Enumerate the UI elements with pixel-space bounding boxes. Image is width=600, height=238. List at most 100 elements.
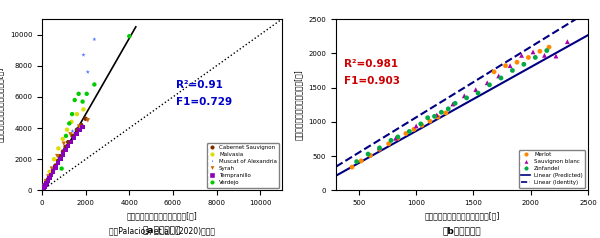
- Point: [66, 140, 76, 144]
- Point: [363, 152, 373, 156]
- Point: [41, 183, 50, 187]
- Point: [65, 132, 75, 136]
- Point: [375, 146, 385, 150]
- Point: [375, 147, 385, 151]
- Point: [74, 92, 83, 96]
- Point: [41, 179, 51, 183]
- Point: [432, 113, 442, 117]
- Point: [53, 161, 62, 165]
- Point: [391, 136, 400, 140]
- Point: [124, 34, 134, 38]
- Text: （Palacios, et al. (2020)より）: （Palacios, et al. (2020)より）: [109, 226, 215, 235]
- Point: [501, 64, 511, 68]
- Point: [412, 124, 421, 128]
- Point: [352, 160, 361, 164]
- Point: [59, 142, 68, 146]
- Point: [45, 170, 55, 174]
- Point: [38, 187, 47, 191]
- Point: [68, 129, 77, 133]
- Point: [437, 110, 446, 114]
- Point: [61, 145, 70, 149]
- Point: [460, 94, 469, 98]
- Point: [356, 159, 366, 163]
- Point: [43, 179, 53, 183]
- Point: [471, 88, 481, 92]
- Point: [489, 70, 499, 74]
- Point: [69, 136, 79, 140]
- Point: [508, 69, 517, 72]
- Point: [347, 165, 357, 169]
- Point: [544, 45, 554, 49]
- Point: [72, 132, 82, 136]
- Point: [409, 128, 419, 131]
- Point: [40, 185, 49, 188]
- Point: [56, 157, 65, 161]
- Point: [542, 49, 551, 52]
- Point: [482, 81, 492, 85]
- Legend: Merlot, Sauvignon blanc, Zinfandel, Linear (Predicted), Linear (Identity): Merlot, Sauvignon blanc, Zinfandel, Line…: [519, 149, 585, 188]
- Text: R²=0.981: R²=0.981: [344, 59, 398, 69]
- Point: [58, 153, 68, 156]
- Point: [47, 171, 56, 175]
- X-axis label: 花序ごとに推定された花の数[個]: 花序ごとに推定された花の数[個]: [127, 212, 197, 221]
- Point: [425, 119, 435, 123]
- Point: [441, 111, 451, 115]
- Point: [494, 74, 503, 78]
- Point: [365, 154, 375, 157]
- Point: [535, 49, 545, 53]
- Point: [551, 54, 561, 58]
- Point: [75, 128, 85, 132]
- Point: [451, 101, 460, 105]
- Point: [52, 154, 62, 158]
- Point: [67, 112, 77, 116]
- Point: [70, 98, 80, 102]
- Point: [404, 129, 414, 133]
- Point: [448, 102, 458, 106]
- Point: [82, 92, 92, 96]
- Point: [67, 120, 76, 124]
- Point: [401, 132, 410, 135]
- Point: [41, 183, 50, 186]
- Point: [79, 108, 88, 111]
- Point: [528, 50, 538, 54]
- Point: [50, 166, 60, 169]
- Point: [77, 125, 87, 129]
- Point: [539, 54, 549, 57]
- Text: F1=0.903: F1=0.903: [344, 76, 400, 86]
- Point: [416, 122, 425, 126]
- Y-axis label: 花序ごとの花の正解数（手動）[個]: 花序ごとの花の正解数（手動）[個]: [0, 67, 4, 142]
- Point: [512, 60, 522, 64]
- Point: [72, 112, 82, 116]
- Point: [79, 53, 88, 57]
- Point: [62, 128, 72, 132]
- Point: [64, 144, 73, 148]
- Point: [49, 169, 58, 173]
- Point: [39, 186, 49, 190]
- Point: [430, 114, 439, 118]
- Point: [51, 164, 61, 167]
- Point: [78, 100, 88, 104]
- Point: [42, 180, 52, 184]
- Point: [61, 148, 70, 152]
- Point: [49, 157, 59, 161]
- X-axis label: 花序ごとの花の正解数（手動）[個]: 花序ごとの花の正解数（手動）[個]: [424, 212, 500, 221]
- Point: [53, 159, 63, 163]
- Point: [473, 91, 483, 95]
- Point: [47, 167, 56, 170]
- Point: [49, 168, 58, 171]
- Point: [64, 140, 73, 144]
- Point: [386, 139, 396, 142]
- Point: [44, 174, 53, 178]
- Point: [72, 128, 82, 132]
- Point: [393, 136, 403, 140]
- Point: [485, 83, 494, 87]
- Point: [58, 149, 68, 153]
- Point: [530, 55, 540, 59]
- Text: （b）提案手法: （b）提案手法: [443, 226, 481, 235]
- Point: [42, 181, 52, 185]
- Point: [505, 64, 515, 68]
- Point: [375, 146, 385, 150]
- Point: [423, 116, 433, 120]
- Point: [517, 54, 526, 57]
- Point: [393, 135, 403, 139]
